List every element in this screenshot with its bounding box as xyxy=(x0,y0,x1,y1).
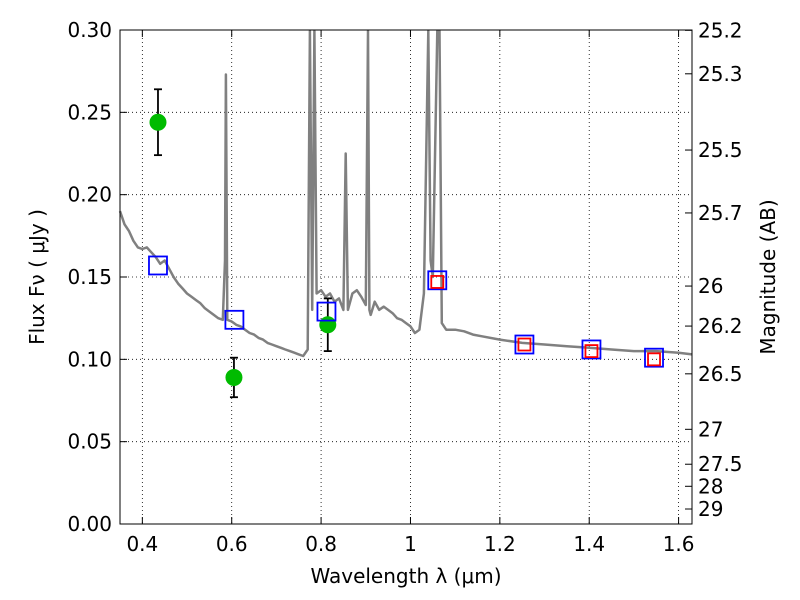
plot-series xyxy=(118,29,693,399)
y-tick-label: 0.25 xyxy=(67,100,112,124)
synthetic-photometry-square xyxy=(517,337,532,352)
y-tick-label: 0.10 xyxy=(67,347,112,371)
x-tick-label: 0.8 xyxy=(305,532,337,556)
x-tick-label: 0.6 xyxy=(216,532,248,556)
mag-tick-label: 25.7 xyxy=(698,201,743,225)
model-photometry-square xyxy=(316,301,337,322)
y-tick-label: 0.15 xyxy=(67,265,112,289)
x-tick-label: 1.4 xyxy=(573,532,605,556)
model-photometry-square xyxy=(514,334,535,355)
model-photometry-square xyxy=(644,347,664,368)
y-tick-label: 0.30 xyxy=(67,18,112,42)
mag-tick-label: 29 xyxy=(698,497,723,521)
x-tick-label: 1.6 xyxy=(663,532,695,556)
mag-tick-label: 27 xyxy=(698,417,723,441)
data-point xyxy=(225,368,243,386)
tick-labels: 0.4 0.6 0.8 1 1.2 1.4 1.6 0.00 0.05 0.10 0.15 0.20 0… xyxy=(67,18,742,556)
mag-tick-label: 25.3 xyxy=(698,62,743,86)
x-tick-label: 1 xyxy=(404,532,417,556)
mag-tick-label: 26 xyxy=(698,274,723,298)
y-tick-label: 0.00 xyxy=(67,512,112,536)
y-tick-label: 0.20 xyxy=(67,183,112,207)
model-spectrum-line xyxy=(118,29,693,358)
synthetic-photometry-square xyxy=(430,275,445,289)
axis-ticks xyxy=(120,29,692,525)
y-axis-label: Flux Fν ( μJy ) xyxy=(25,209,49,345)
y-tick-label: 0.05 xyxy=(67,430,112,454)
data-point xyxy=(149,113,167,131)
mag-tick-label: 26.2 xyxy=(698,314,743,338)
model-photometry-square xyxy=(581,339,602,360)
y2-axis-label: Magnitude (AB) xyxy=(756,199,780,354)
model-photometry-square xyxy=(148,255,168,276)
x-tick-label: 1.2 xyxy=(484,532,516,556)
synthetic-photometry-square xyxy=(584,344,599,359)
model-photometry-square xyxy=(427,270,448,291)
mag-tick-label: 25.2 xyxy=(698,18,743,42)
x-axis-label: Wavelength λ (μm) xyxy=(310,564,501,588)
mag-tick-label: 28 xyxy=(698,474,723,498)
x-tick-label: 0.4 xyxy=(126,532,158,556)
data-point xyxy=(319,316,337,334)
synthetic-photometry-square xyxy=(647,352,661,367)
mag-tick-label: 26.5 xyxy=(698,362,743,386)
mag-tick-label: 27.5 xyxy=(698,452,743,476)
mag-tick-label: 25.5 xyxy=(698,138,743,162)
model-photometry-square xyxy=(224,309,245,330)
